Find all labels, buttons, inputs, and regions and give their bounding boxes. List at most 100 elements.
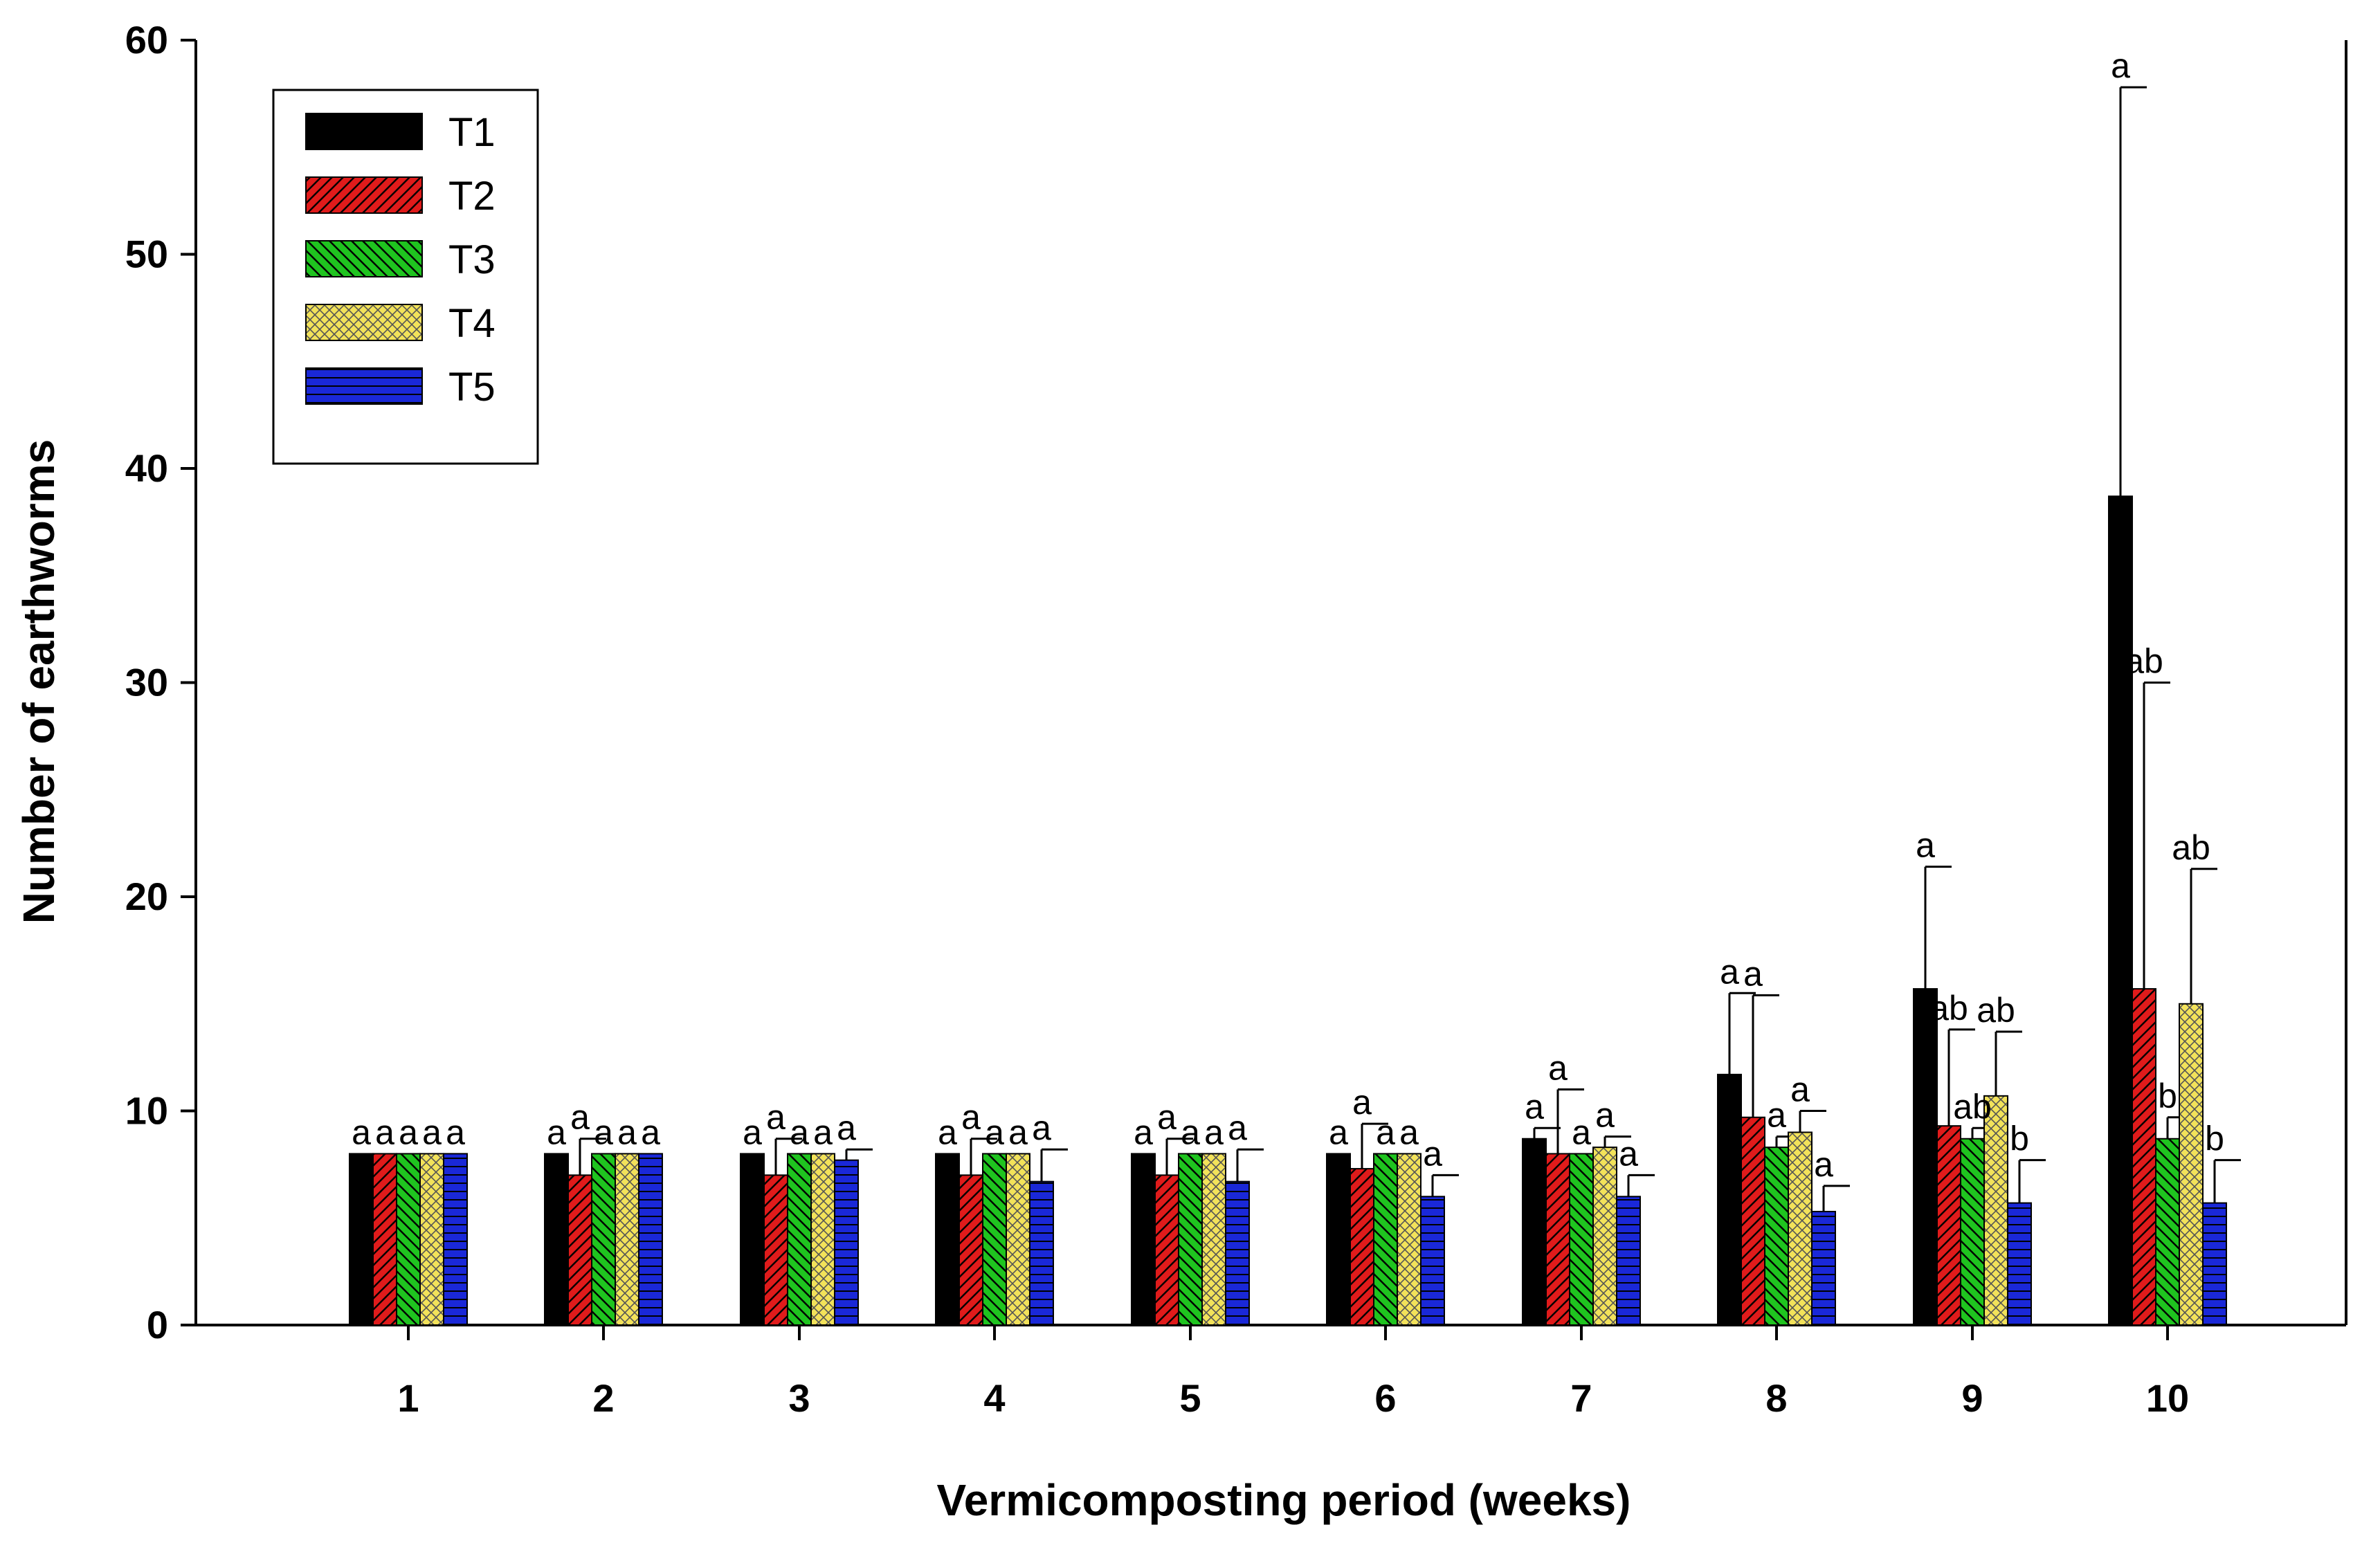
significance-label: a [1352,1083,1372,1122]
x-tick-label: 1 [397,1376,419,1420]
significance-label: a [743,1113,762,1151]
y-tick-label: 10 [125,1089,168,1133]
significance-label: a [1916,826,1935,865]
bar-t4-week-8 [1788,1131,1813,1326]
significance-label: ab [2172,828,2210,867]
bar-t4-week-6 [1397,1153,1421,1326]
bar-t4-week-2 [615,1153,639,1326]
bar-t1-week-8 [1717,1073,1742,1326]
x-tick-label: 9 [1961,1376,1983,1420]
bar-groups [349,86,2241,1326]
bar-t2-week-7 [1545,1153,1570,1326]
significance-label: a [594,1113,613,1151]
significance-label: b [2205,1120,2224,1158]
bar-t5-week-5 [1225,1180,1250,1326]
significance-label: b [2158,1077,2177,1115]
significance-label: ab [2125,642,2163,681]
significance-label: a [1572,1113,1591,1151]
y-tick-label: 0 [147,1303,168,1346]
x-tick-label: 6 [1374,1376,1396,1420]
legend-swatch-t1 [305,113,423,150]
significance-label: a [422,1113,442,1151]
bar-t5-week-1 [443,1153,468,1326]
bar-t5-week-8 [1811,1210,1836,1326]
y-tick-label: 50 [125,232,168,276]
significance-label: a [1399,1113,1419,1151]
bar-t3-week-6 [1373,1153,1398,1326]
significance-label: a [617,1113,637,1151]
bar-t2-week-8 [1741,1116,1765,1326]
y-tick-label: 20 [125,875,168,918]
bar-t5-week-10 [2202,1202,2227,1326]
bar-t3-week-9 [1960,1138,1985,1326]
bar-t1-week-9 [1913,988,1938,1326]
bar-t1-week-2 [544,1153,569,1326]
bar-t4-week-1 [419,1153,444,1326]
significance-label: a [1619,1134,1638,1173]
bar-t3-week-10 [2155,1138,2180,1326]
bar-t5-week-6 [1420,1196,1445,1326]
significance-label: a [399,1113,418,1151]
bar-t5-week-9 [2007,1202,2032,1326]
bar-t2-week-9 [1936,1125,1961,1326]
bar-t3-week-1 [396,1153,421,1326]
significance-label: a [790,1113,809,1151]
significance-label: a [375,1113,394,1151]
significance-label: ab [1929,989,1968,1028]
significance-label: a [2111,46,2130,85]
significance-label: a [1814,1145,1833,1184]
bar-t2-week-2 [567,1174,592,1326]
bar-t2-week-1 [372,1153,397,1326]
bar-t5-week-2 [638,1153,663,1326]
bar-group-week-6 [1326,1122,1459,1326]
bar-group-week-2 [544,1138,663,1326]
bar-t4-week-9 [1983,1095,2008,1326]
bar-t3-week-8 [1764,1147,1789,1326]
bar-t4-week-7 [1592,1147,1617,1326]
significance-label: a [352,1113,371,1151]
bar-t1-week-4 [935,1153,960,1326]
bar-group-week-3 [740,1138,873,1326]
x-axis-ticks: 1 2 3 4 5 6 7 8 9 10 [397,1325,2189,1420]
bar-t3-week-7 [1569,1153,1594,1326]
bar-group-week-9 [1913,866,2046,1326]
bar-group-week-1 [349,1153,468,1326]
bar-t2-week-4 [959,1174,983,1326]
bar-t3-week-4 [982,1153,1007,1326]
bar-t1-week-1 [349,1153,374,1326]
significance-label: a [1228,1108,1247,1147]
legend-label-t2: T2 [448,174,496,219]
x-tick-label: 8 [1765,1376,1787,1420]
bar-t4-week-4 [1006,1153,1030,1326]
significance-label: a [985,1113,1004,1151]
significance-label: a [547,1113,566,1151]
significance-label: a [1032,1108,1051,1147]
legend-swatch-t5 [305,367,423,405]
legend-swatch-t3 [305,240,423,277]
legend: T1 T2 T3 T4 T5 [272,89,539,465]
bar-t2-week-5 [1154,1174,1179,1326]
significance-label: a [1157,1098,1177,1137]
y-axis-title: Number of earthworms [14,439,64,924]
legend-swatch-t4 [305,304,423,341]
significance-label: b [2010,1120,2029,1158]
x-tick-label: 7 [1570,1376,1592,1420]
bar-group-week-5 [1131,1138,1264,1326]
bar-t2-week-3 [763,1174,788,1326]
significance-label: a [1548,1049,1568,1088]
significance-label: a [1204,1113,1224,1151]
significance-label: a [1743,954,1763,993]
bar-t1-week-5 [1131,1153,1156,1326]
legend-label-t5: T5 [448,365,496,410]
y-axis-ticks: 0 10 20 30 40 50 60 [125,18,196,1346]
bar-t5-week-7 [1616,1196,1641,1326]
bar-t4-week-5 [1201,1153,1226,1326]
significance-label: a [766,1098,785,1137]
bar-t3-week-3 [787,1153,812,1326]
significance-label: a [1134,1113,1153,1151]
bar-t3-week-2 [591,1153,616,1326]
significance-label: ab [1977,991,2015,1030]
significance-label: a [938,1113,957,1151]
significance-label: a [1008,1113,1028,1151]
